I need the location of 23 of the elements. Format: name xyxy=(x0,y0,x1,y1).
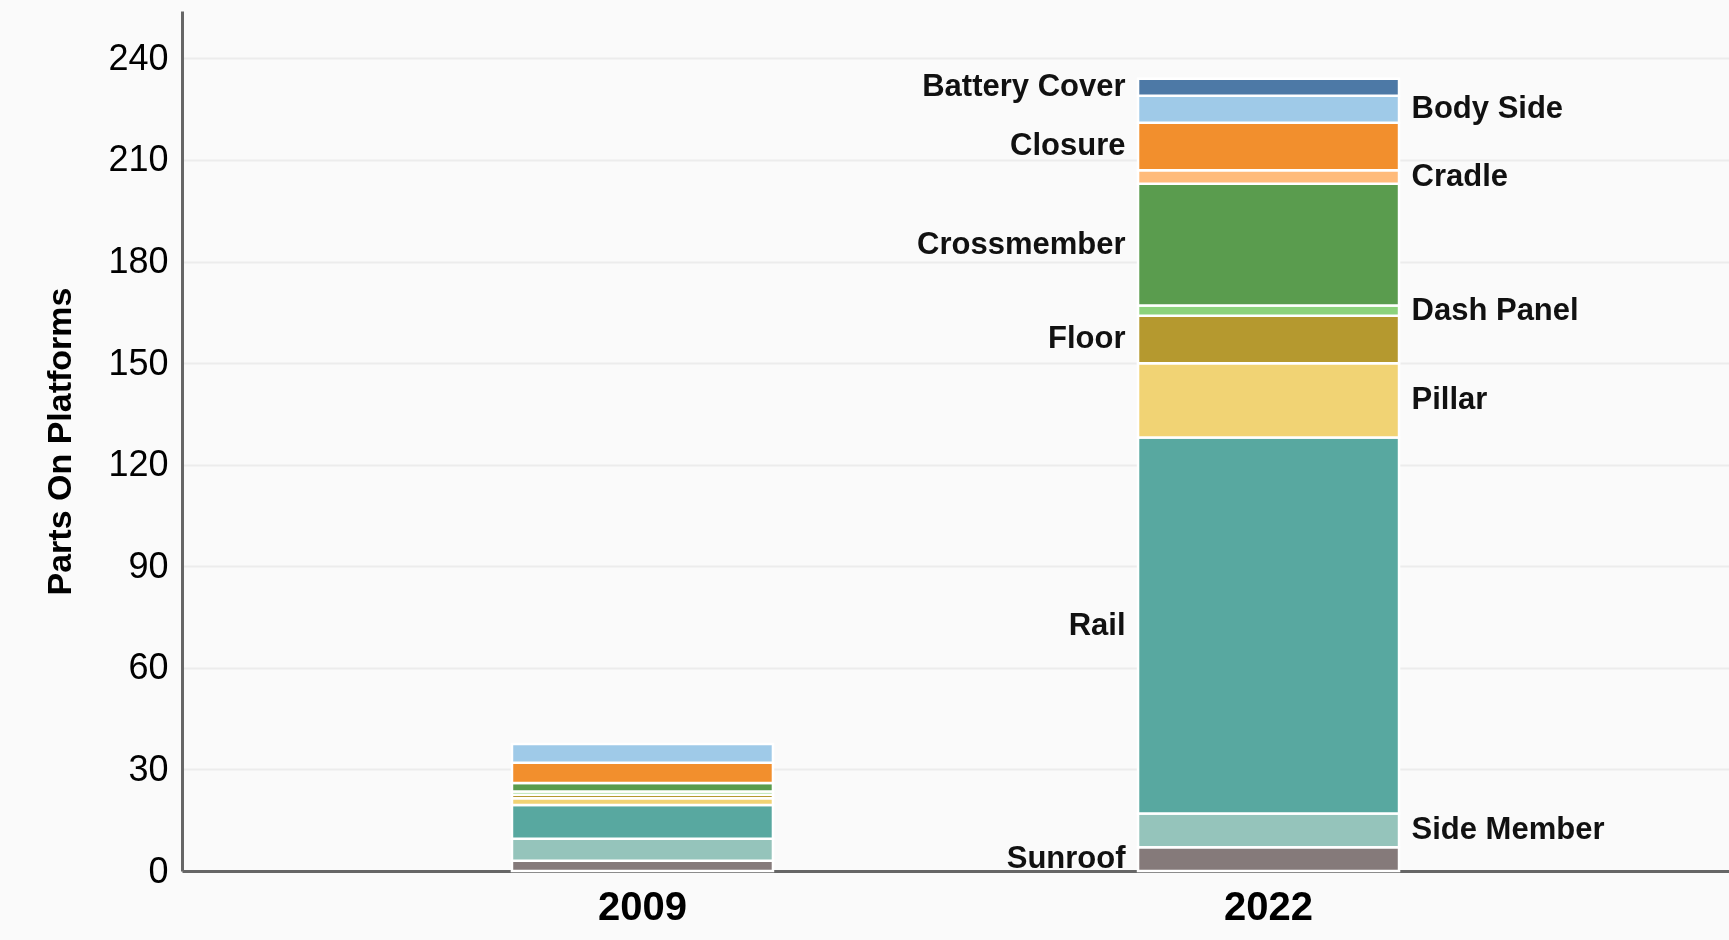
y-tick-label: 180 xyxy=(108,240,169,282)
series-label: Side Member xyxy=(1411,811,1605,847)
series-label: Body Side xyxy=(1411,90,1564,126)
y-tick-label: 120 xyxy=(108,443,169,485)
x-tick-label: 2022 xyxy=(1224,883,1314,928)
series-label: Battery Cover xyxy=(922,68,1126,104)
y-tick-label: 210 xyxy=(108,138,169,180)
series-label: Dash Panel xyxy=(1411,291,1579,327)
y-tick-label: 240 xyxy=(108,36,169,78)
y-tick-label: 150 xyxy=(108,341,169,383)
y-axis-title: Parts On Platforms xyxy=(40,287,79,596)
series-label: Crossmember xyxy=(917,225,1126,261)
series-label: Rail xyxy=(1068,606,1126,642)
series-label: Closure xyxy=(1010,127,1126,163)
series-label: Pillar xyxy=(1411,381,1488,417)
series-label: Cradle xyxy=(1411,157,1509,193)
y-tick-label: 90 xyxy=(128,544,169,586)
series-label: Floor xyxy=(1048,320,1126,356)
y-tick-label: 60 xyxy=(128,646,169,688)
y-tick-label: 30 xyxy=(128,747,169,789)
y-tick-label: 0 xyxy=(148,849,169,891)
x-tick-label: 2009 xyxy=(597,883,687,928)
series-label: Sunroof xyxy=(1006,840,1127,876)
